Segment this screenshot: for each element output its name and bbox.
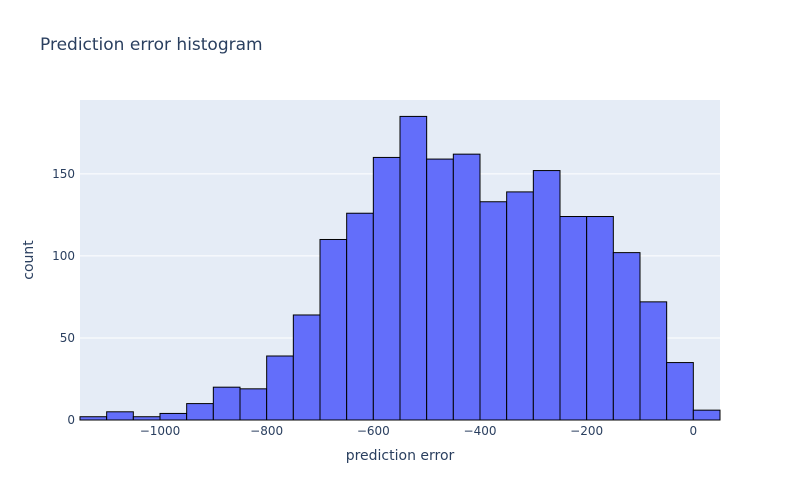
y-axis-title: count (21, 240, 37, 280)
histogram-bar (532, 170, 561, 421)
histogram-bar (292, 314, 321, 421)
histogram-bar (239, 388, 268, 421)
histogram-bar (399, 115, 428, 421)
bars (79, 115, 721, 421)
histogram-bar (426, 158, 454, 421)
histogram-bar (586, 216, 614, 421)
histogram-bar (666, 362, 694, 421)
histogram-bar (639, 301, 668, 421)
histogram-bar (372, 156, 401, 421)
x-tick-label: −800 (250, 424, 283, 438)
histogram-bar (612, 252, 641, 421)
histogram-bar (132, 416, 161, 421)
x-tick-label: −600 (357, 424, 390, 438)
histogram-bar (266, 355, 294, 421)
chart-title: Prediction error histogram (40, 35, 263, 55)
histogram-bar (559, 216, 588, 421)
y-axis-ticks: 0 50 100 150 (52, 167, 75, 427)
x-tick-label: −400 (464, 424, 497, 438)
y-tick-label: 100 (52, 249, 75, 263)
histogram-bar (506, 191, 534, 421)
histogram-bar (159, 412, 188, 421)
histogram-bar (212, 386, 241, 421)
x-axis-title: prediction error (346, 448, 455, 464)
y-tick-label: 50 (60, 331, 75, 345)
histogram-bar (692, 409, 721, 421)
histogram-bar (79, 416, 108, 421)
x-tick-label: −200 (570, 424, 603, 438)
histogram-bar (186, 403, 214, 421)
histogram-bar (106, 411, 134, 421)
histogram-bar (452, 153, 481, 421)
x-axis-ticks: −1000 −800 −600 −400 −200 0 (140, 424, 697, 438)
histogram-bar (319, 238, 348, 421)
histogram-bar (479, 201, 508, 421)
x-tick-label: −1000 (140, 424, 181, 438)
y-tick-label: 0 (67, 413, 75, 427)
histogram-bar (346, 212, 374, 421)
x-tick-label: 0 (690, 424, 698, 438)
y-tick-label: 150 (52, 167, 75, 181)
